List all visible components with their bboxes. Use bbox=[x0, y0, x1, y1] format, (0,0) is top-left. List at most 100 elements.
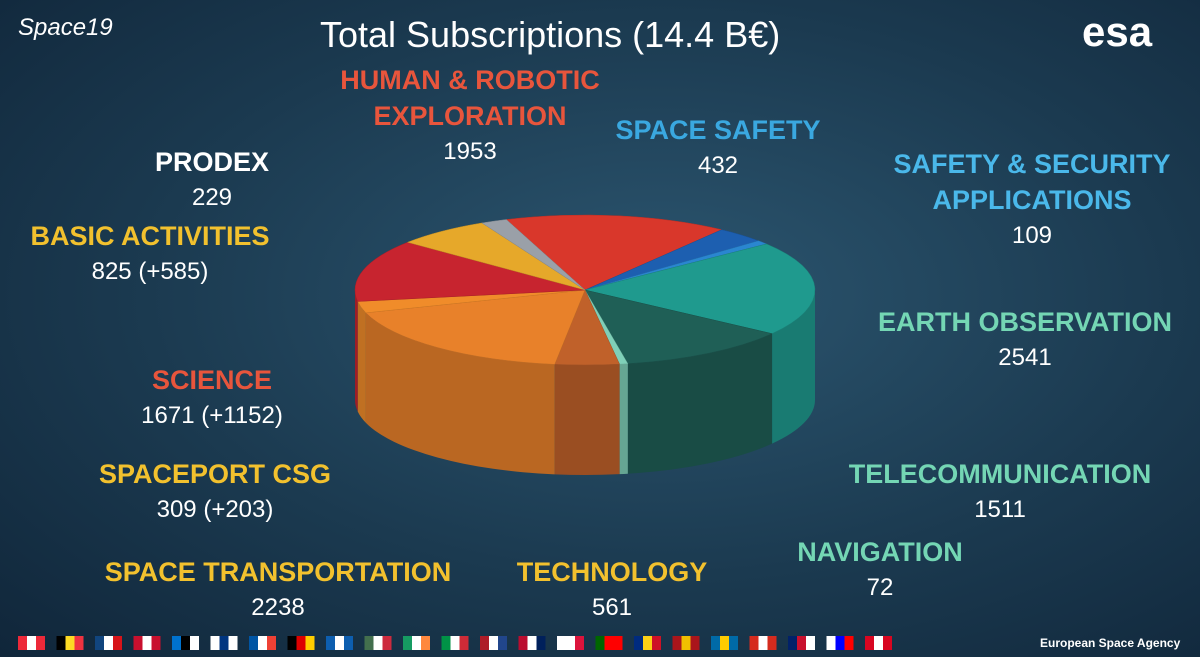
flag-stripe bbox=[835, 636, 845, 650]
flag-stripe bbox=[672, 636, 682, 650]
flag-stripe bbox=[326, 636, 335, 650]
value-label: 432 bbox=[697, 152, 739, 179]
flag-stripe bbox=[595, 636, 605, 650]
flag-stripe bbox=[65, 636, 75, 650]
flag-stripe bbox=[749, 636, 759, 650]
flag-stripe bbox=[566, 636, 575, 650]
flag-stripe bbox=[27, 636, 36, 650]
flag-stripe bbox=[865, 636, 874, 650]
flag-stripe bbox=[190, 636, 199, 650]
slice-side bbox=[627, 333, 773, 474]
category-label: NAVIGATION bbox=[797, 537, 963, 567]
flag-stripe bbox=[344, 636, 353, 650]
flag-stripe bbox=[720, 636, 729, 650]
category-label: TECHNOLOGY bbox=[516, 557, 708, 587]
flag-stripe bbox=[219, 636, 229, 650]
value-label: 561 bbox=[591, 594, 633, 621]
slice bbox=[481, 219, 586, 291]
flag-stripe bbox=[652, 636, 661, 650]
flag-stripe bbox=[527, 636, 537, 650]
slice bbox=[584, 289, 773, 364]
category-label: SPACE TRANSPORTATION bbox=[104, 557, 452, 587]
category-label: HUMAN & ROBOTIC EXPLORATION bbox=[340, 65, 600, 131]
flag-stripe bbox=[181, 636, 190, 650]
flag-stripe bbox=[575, 636, 584, 650]
value-label: 1953 bbox=[443, 138, 497, 165]
slice-side bbox=[554, 364, 620, 475]
flag-stripe bbox=[767, 636, 777, 650]
flag-stripe bbox=[36, 636, 45, 650]
flag-stripe bbox=[459, 636, 469, 650]
category-label: SPACE SAFETY bbox=[615, 115, 821, 145]
flag-stripe bbox=[382, 636, 392, 650]
category-label: SCIENCE bbox=[151, 365, 273, 395]
category-label: SAFETY & SECURITY APPLICATIONS bbox=[893, 149, 1171, 215]
flag-stripe bbox=[228, 636, 238, 650]
flag-stripe bbox=[758, 636, 768, 650]
flag-stripe bbox=[287, 636, 297, 650]
slice bbox=[365, 289, 586, 365]
flag-stripe bbox=[335, 636, 344, 650]
esa-logo: esa bbox=[1082, 8, 1153, 55]
flag-stripe bbox=[421, 636, 430, 650]
flag-stripe bbox=[711, 636, 720, 650]
slice bbox=[505, 214, 723, 291]
flag-stripe bbox=[267, 636, 276, 650]
flag-stripe bbox=[729, 636, 738, 650]
footer-text: European Space Agency bbox=[1040, 636, 1181, 650]
flag-stripe bbox=[18, 636, 27, 650]
flag-stripe bbox=[613, 636, 623, 650]
flag-stripe bbox=[249, 636, 258, 650]
category-label: BASIC ACTIVITIES bbox=[30, 221, 270, 251]
category-label: EARTH OBSERVATION bbox=[877, 307, 1173, 337]
flag-stripe bbox=[844, 636, 854, 650]
flag-stripe bbox=[113, 636, 122, 650]
flag-stripe bbox=[518, 636, 528, 650]
flag-stripe bbox=[557, 636, 566, 650]
value-label: 229 bbox=[191, 184, 233, 211]
flag-stripe bbox=[305, 636, 315, 650]
chart-title: Total Subscriptions (14.4 B€) bbox=[320, 14, 781, 55]
flag-stripe bbox=[373, 636, 383, 650]
value-label: 309 (+203) bbox=[156, 496, 274, 523]
slice bbox=[584, 243, 816, 334]
value-label: 72 bbox=[866, 574, 894, 601]
flag-stripe bbox=[797, 636, 806, 650]
flag-stripe bbox=[56, 636, 66, 650]
slice-side bbox=[357, 301, 366, 423]
flag-stripe bbox=[634, 636, 643, 650]
value-label: 1511 bbox=[974, 496, 1026, 523]
category-label: TELECOMMUNICATION bbox=[848, 459, 1152, 489]
flag-stripe bbox=[874, 636, 883, 650]
flag-stripe bbox=[536, 636, 546, 650]
slice-side bbox=[354, 290, 358, 412]
flag-stripe bbox=[151, 636, 161, 650]
value-label: 825 (+585) bbox=[91, 258, 209, 285]
flag-stripe bbox=[826, 636, 836, 650]
flag-stripe bbox=[489, 636, 498, 650]
flag-stripe bbox=[681, 636, 691, 650]
flag-stripe bbox=[133, 636, 143, 650]
flag-stripe bbox=[441, 636, 451, 650]
flag-stripe bbox=[104, 636, 113, 650]
flag-stripe bbox=[403, 636, 412, 650]
flag-stripe bbox=[883, 636, 892, 650]
value-label: 2238 bbox=[251, 594, 305, 621]
value-label: 109 bbox=[1011, 222, 1053, 249]
flag-stripe bbox=[142, 636, 152, 650]
flag-stripe bbox=[258, 636, 267, 650]
flag-stripe bbox=[690, 636, 700, 650]
category-label: SPACEPORT CSG bbox=[98, 459, 332, 489]
flag-stripe bbox=[806, 636, 815, 650]
flag-stripe bbox=[74, 636, 84, 650]
slice-side bbox=[619, 363, 628, 475]
flag-stripe bbox=[296, 636, 306, 650]
value-label: 2541 bbox=[998, 344, 1052, 371]
flag-stripe bbox=[210, 636, 220, 650]
flag-stripe bbox=[450, 636, 460, 650]
category-label: PRODEX bbox=[154, 147, 270, 177]
flag-stripe bbox=[788, 636, 797, 650]
flag-stripe bbox=[480, 636, 489, 650]
